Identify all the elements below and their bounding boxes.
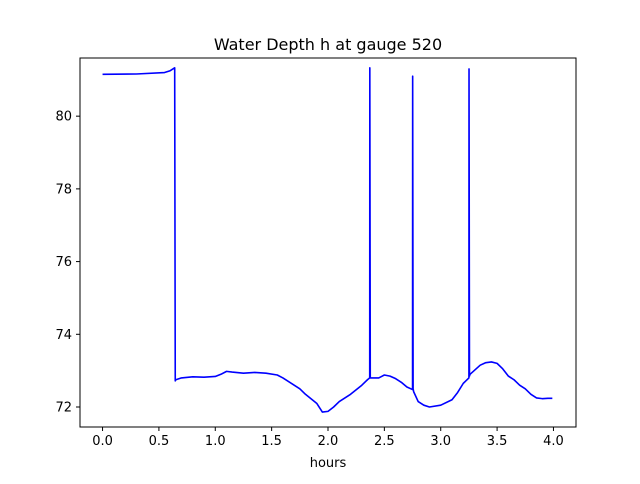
x-tick-label: 0.5: [149, 434, 170, 449]
y-tick-label: 78: [55, 182, 72, 197]
y-tick-label: 76: [55, 255, 72, 270]
plot-area: [102, 67, 553, 413]
x-tick-label: 3.5: [487, 434, 508, 449]
series-line-0: [102, 67, 553, 413]
x-axis: 0.0 0.5 1.0 1.5 2.0 2.5 3.0 3.5 4.0: [92, 427, 564, 449]
x-axis-label: hours: [310, 456, 347, 471]
y-axis: 72 74 76 78 80: [55, 110, 80, 416]
x-tick-label: 3.0: [430, 434, 451, 449]
y-tick-label: 74: [55, 328, 72, 343]
x-tick-label: 1.0: [205, 434, 226, 449]
y-tick-label: 72: [55, 401, 72, 416]
x-tick-label: 2.0: [318, 434, 339, 449]
x-tick-label: 4.0: [543, 434, 564, 449]
axes-frame: [79, 57, 577, 428]
chart-title: Water Depth h at gauge 520: [214, 35, 442, 54]
x-tick-label: 1.5: [261, 434, 282, 449]
x-tick-label: 0.0: [92, 434, 113, 449]
y-tick-label: 80: [55, 110, 72, 125]
x-tick-label: 2.5: [374, 434, 395, 449]
